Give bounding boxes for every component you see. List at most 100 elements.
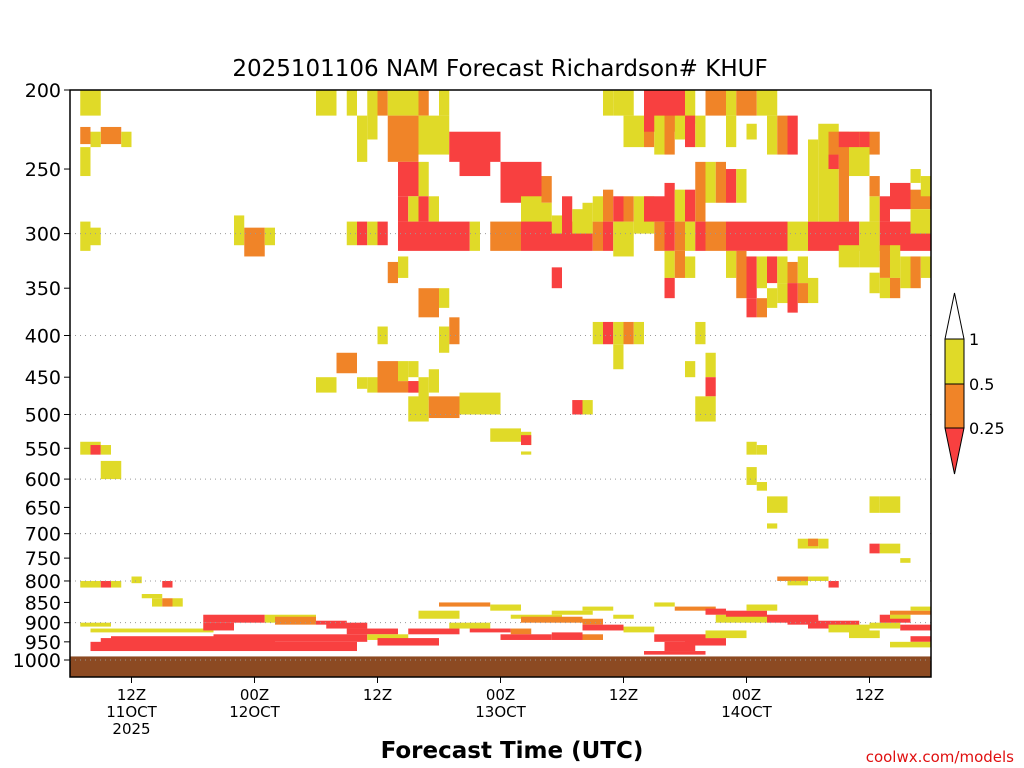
ri-cell	[890, 277, 901, 299]
ri-cell	[408, 361, 419, 378]
ri-cell	[715, 161, 726, 203]
ri-cell	[787, 115, 798, 155]
ri-cell	[756, 482, 767, 491]
ri-cell	[623, 115, 644, 148]
ri-cell	[736, 169, 747, 203]
ri-cell	[869, 131, 880, 155]
ri-cell	[613, 344, 624, 370]
ri-cell	[398, 196, 409, 222]
ri-cell	[664, 115, 675, 155]
ri-cell	[890, 641, 931, 648]
ri-cell	[572, 400, 583, 415]
ri-cell	[90, 445, 101, 455]
ri-cell	[828, 580, 839, 588]
ri-cell	[705, 630, 747, 639]
ri-cell	[808, 277, 819, 304]
ri-cell	[490, 221, 521, 251]
ri-cell	[377, 221, 388, 246]
ri-cell	[890, 543, 901, 554]
ri-cell	[582, 624, 624, 631]
ri-cell	[121, 131, 132, 148]
ri-cell	[326, 622, 368, 629]
ri-cell	[387, 261, 398, 284]
ri-cell	[90, 131, 101, 148]
ri-cell	[428, 369, 439, 393]
colorbar-lower-arrow	[944, 427, 965, 475]
ri-cell	[910, 256, 921, 289]
ri-cell	[264, 227, 275, 246]
ri-cell	[367, 221, 378, 246]
ri-cell	[869, 496, 880, 513]
ri-cell	[787, 618, 819, 625]
ri-cell	[838, 139, 849, 222]
ri-cell	[613, 221, 634, 257]
x-tick-label: 00Z	[240, 686, 269, 704]
ri-cell	[172, 598, 183, 607]
ri-cell	[90, 641, 357, 652]
ri-cell	[674, 250, 685, 278]
ri-cell	[746, 298, 757, 318]
ri-cell	[726, 169, 737, 203]
ri-cell	[859, 221, 880, 251]
plot-frame	[69, 89, 932, 678]
ri-cell	[685, 115, 696, 148]
ri-cell	[357, 221, 368, 246]
ri-cell	[408, 396, 429, 422]
ri-cell	[838, 245, 849, 268]
ri-cell	[336, 352, 357, 374]
ri-cell	[654, 115, 665, 155]
x-tick-label: 12Z	[117, 686, 146, 704]
ri-cell	[398, 256, 409, 278]
ri-cell	[664, 250, 675, 278]
ri-cell	[377, 90, 388, 116]
y-tick-label: 400	[25, 325, 61, 347]
ri-cell	[664, 182, 675, 222]
ri-cell	[756, 256, 767, 289]
ri-cell	[869, 622, 901, 629]
ri-cell	[695, 321, 706, 345]
ri-cell	[685, 90, 696, 124]
ri-cell	[521, 435, 532, 446]
ri-cell	[80, 90, 101, 116]
x-tick-label: 2025	[112, 720, 150, 738]
y-tick-label: 800	[25, 571, 61, 593]
ri-cell	[705, 221, 726, 251]
ri-cell	[910, 606, 931, 611]
ri-cell	[80, 147, 91, 177]
ri-cell	[685, 651, 706, 655]
colorbar-band	[944, 383, 965, 429]
ri-cell	[767, 288, 778, 308]
ri-cell	[111, 580, 122, 588]
y-tick-label: 750	[25, 548, 61, 570]
chart-title: 2025101106 NAM Forecast Richardson# KHUF	[232, 56, 767, 82]
ri-cell	[346, 221, 357, 246]
ri-cell	[910, 169, 921, 183]
ri-cell	[439, 288, 450, 308]
ri-cell	[756, 90, 778, 116]
ri-cell	[408, 381, 419, 393]
ri-cell	[603, 189, 614, 222]
y-tick-label: 950	[25, 632, 61, 654]
ri-cell	[418, 161, 429, 197]
ri-cell	[705, 352, 716, 378]
ri-cell	[459, 147, 491, 177]
ri-cell	[521, 221, 542, 251]
ri-cell	[80, 622, 111, 627]
ri-cell	[541, 202, 552, 234]
ri-cell	[808, 139, 819, 222]
ri-cell	[500, 161, 542, 203]
ri-cell	[726, 610, 767, 617]
ri-cell	[244, 227, 265, 257]
ri-cell	[377, 326, 388, 345]
ri-cell	[521, 196, 542, 228]
ri-cell	[90, 628, 214, 633]
ri-cell	[500, 634, 552, 640]
ri-cell	[162, 598, 173, 607]
ri-cell	[767, 256, 778, 284]
ri-cell	[398, 361, 409, 382]
ri-cell	[367, 634, 409, 640]
ri-cell	[316, 377, 337, 393]
ri-cell	[695, 396, 716, 422]
y-tick-label: 700	[25, 524, 61, 546]
